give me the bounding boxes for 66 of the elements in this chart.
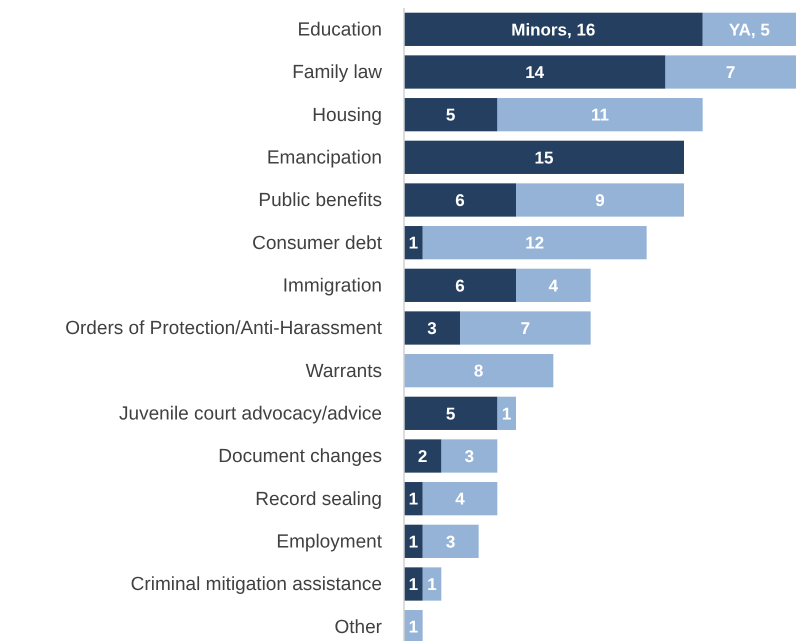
data-label: 1 — [502, 404, 512, 424]
data-label: 1 — [408, 618, 418, 637]
bar — [404, 12, 703, 46]
y-tick-label: Family law — [292, 62, 382, 84]
data-label: 4 — [455, 490, 466, 509]
y-tick-label: Warrants — [306, 360, 382, 382]
data-label: 12 — [525, 234, 544, 253]
y-tick-label: Other — [334, 616, 383, 638]
data-label: 9 — [595, 190, 605, 210]
y-tick-label: Immigration — [282, 275, 382, 296]
y-tick-label: Public benefits — [258, 190, 382, 212]
data-label: 7 — [726, 62, 736, 82]
data-label: 15 — [534, 148, 554, 168]
y-tick-label: Juvenile court advocacy/advice — [119, 403, 382, 424]
bar — [404, 55, 666, 89]
bar — [497, 396, 516, 430]
data-label: , 5 — [750, 20, 770, 40]
data-label: 3 — [446, 532, 456, 552]
bar — [422, 567, 442, 601]
y-tick-label: Document changes — [218, 446, 382, 468]
y-tick-label: Employment — [276, 531, 383, 552]
bar — [422, 482, 498, 516]
bar — [460, 311, 591, 345]
data-label: 1 — [408, 574, 418, 594]
data-label: 3 — [464, 446, 474, 466]
bar — [422, 524, 479, 558]
data-label: 14 — [525, 62, 545, 82]
bar — [516, 268, 591, 302]
data-label: 5 — [446, 106, 456, 125]
y-tick-label: Education — [297, 19, 382, 40]
data-label: , 16 — [567, 20, 596, 40]
bar — [665, 55, 796, 89]
bar — [422, 226, 647, 260]
bar — [702, 12, 796, 46]
bar — [497, 98, 703, 132]
y-tick-label: Consumer debt — [252, 232, 383, 254]
y-tick-label: Emancipation — [266, 147, 382, 168]
bar — [404, 183, 516, 217]
data-label: 1 — [408, 532, 418, 552]
bar — [404, 98, 498, 132]
bar — [404, 268, 516, 302]
y-tick-label: Orders of Protection/Anti-Harassment — [65, 318, 383, 340]
series-label: YA — [728, 20, 751, 40]
data-label: 8 — [474, 362, 484, 381]
bar — [404, 439, 442, 473]
bar — [404, 311, 460, 345]
y-tick-label: Criminal mitigation assistance — [130, 574, 382, 596]
data-label: 4 — [548, 276, 559, 296]
bar — [404, 354, 554, 388]
data-label: 11 — [591, 106, 609, 125]
data-label: 1 — [408, 490, 418, 509]
bar — [441, 439, 498, 473]
y-tick-label: Record sealing — [255, 488, 382, 510]
data-label: 6 — [455, 276, 465, 296]
series-label: Minors — [511, 20, 568, 40]
data-label: 3 — [427, 318, 437, 338]
data-label: 1 — [408, 234, 418, 253]
data-label: 6 — [455, 190, 465, 210]
bar — [404, 140, 684, 174]
data-label: 1 — [427, 574, 437, 594]
data-label: 7 — [520, 318, 530, 338]
data-label: 2 — [418, 446, 428, 466]
bar — [404, 396, 498, 430]
data-label: 5 — [446, 404, 456, 424]
y-tick-label: Housing — [312, 104, 382, 126]
bar — [516, 183, 684, 217]
